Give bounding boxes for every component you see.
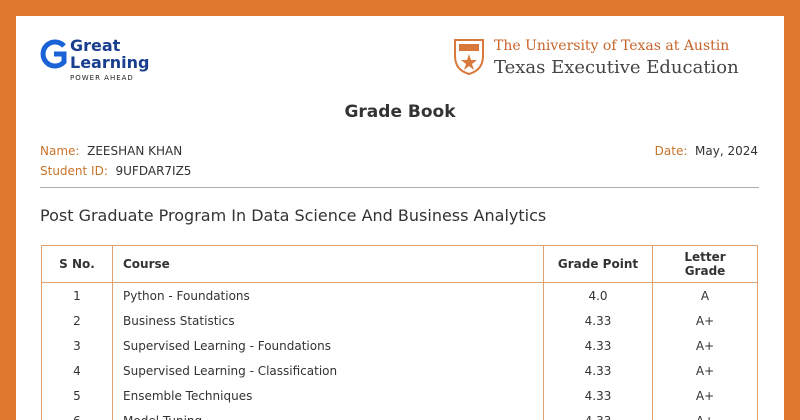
column-header: Grade Point [543, 245, 653, 283]
column-header: S No. [41, 245, 113, 283]
grade-table: S No. Course Grade Point Letter Grade 1 Pyth… [41, 245, 758, 420]
cell: Business Statistics [112, 308, 544, 333]
cell: Supervised Learning - Classification [112, 358, 544, 383]
logo-line: Great [70, 36, 121, 55]
cell: A+ [652, 333, 758, 358]
grade-document: Great Learning POWER AHEAD The Universit… [16, 16, 784, 420]
cell: A+ [652, 383, 758, 408]
cell: A+ [652, 358, 758, 383]
cell: 4.33 [543, 383, 653, 408]
cell: Model Tuning [112, 408, 544, 420]
field-label: Name: [40, 144, 80, 158]
cell: 4.33 [543, 358, 653, 383]
cell: 1 [41, 282, 113, 308]
cell: A+ [652, 308, 758, 333]
cell: Python - Foundations [112, 282, 544, 308]
cell: 4.0 [543, 282, 653, 308]
grade-row: 3 Supervised Learning - Foundations 4.33 A+ [41, 333, 758, 358]
cell: A+ [652, 408, 758, 420]
ut-shield [454, 39, 484, 76]
cell: 3 [41, 333, 113, 358]
cell: 4.33 [543, 333, 653, 358]
column-header: Course [112, 245, 544, 283]
column-header: Letter Grade [652, 245, 758, 283]
field-value: ZEESHAN KHAN [87, 144, 183, 158]
great-learning-icon [40, 39, 67, 69]
grade-row: 4 Supervised Learning - Classification 4.3… [41, 358, 758, 383]
grade-row: 5 Ensemble Techniques 4.33 A+ [41, 383, 758, 408]
unit-name: Texas Executive Education [494, 57, 739, 78]
grade-row: 1 Python - Foundations 4.0 A [41, 282, 758, 308]
cell: Supervised Learning - Foundations [112, 333, 544, 358]
cell: 2 [41, 308, 113, 333]
field-label: Student ID: [40, 164, 108, 178]
logo-text: Great Learning [70, 37, 149, 71]
cell: 5 [41, 383, 113, 408]
cell: 4.33 [543, 408, 653, 420]
cell: 4 [41, 358, 113, 383]
grade-row: 6Model Tuning4.33A+ [41, 408, 758, 420]
program-title: Post Graduate Program In Data Science An… [40, 206, 547, 225]
document-title: Grade Book [344, 102, 456, 122]
cell: 6 [41, 408, 113, 420]
cell: A [652, 282, 758, 308]
field-label: Date: [654, 144, 688, 158]
field-value: May, 2024 [695, 144, 758, 158]
divider [40, 187, 759, 188]
header-row: S No. Course Grade Point Letter Grade [41, 245, 758, 283]
logo-line: Learning [70, 53, 150, 72]
cell: 4.33 [543, 308, 653, 333]
grade-row: 2 Business Statistics 4.33 A+ [41, 308, 758, 333]
cell: Ensemble Techniques [112, 383, 544, 408]
logo-tagline: POWER AHEAD [70, 74, 134, 82]
field-value: 9UFDAR7IZ5 [115, 164, 192, 178]
university-name: The University of Texas at Austin [494, 38, 730, 54]
